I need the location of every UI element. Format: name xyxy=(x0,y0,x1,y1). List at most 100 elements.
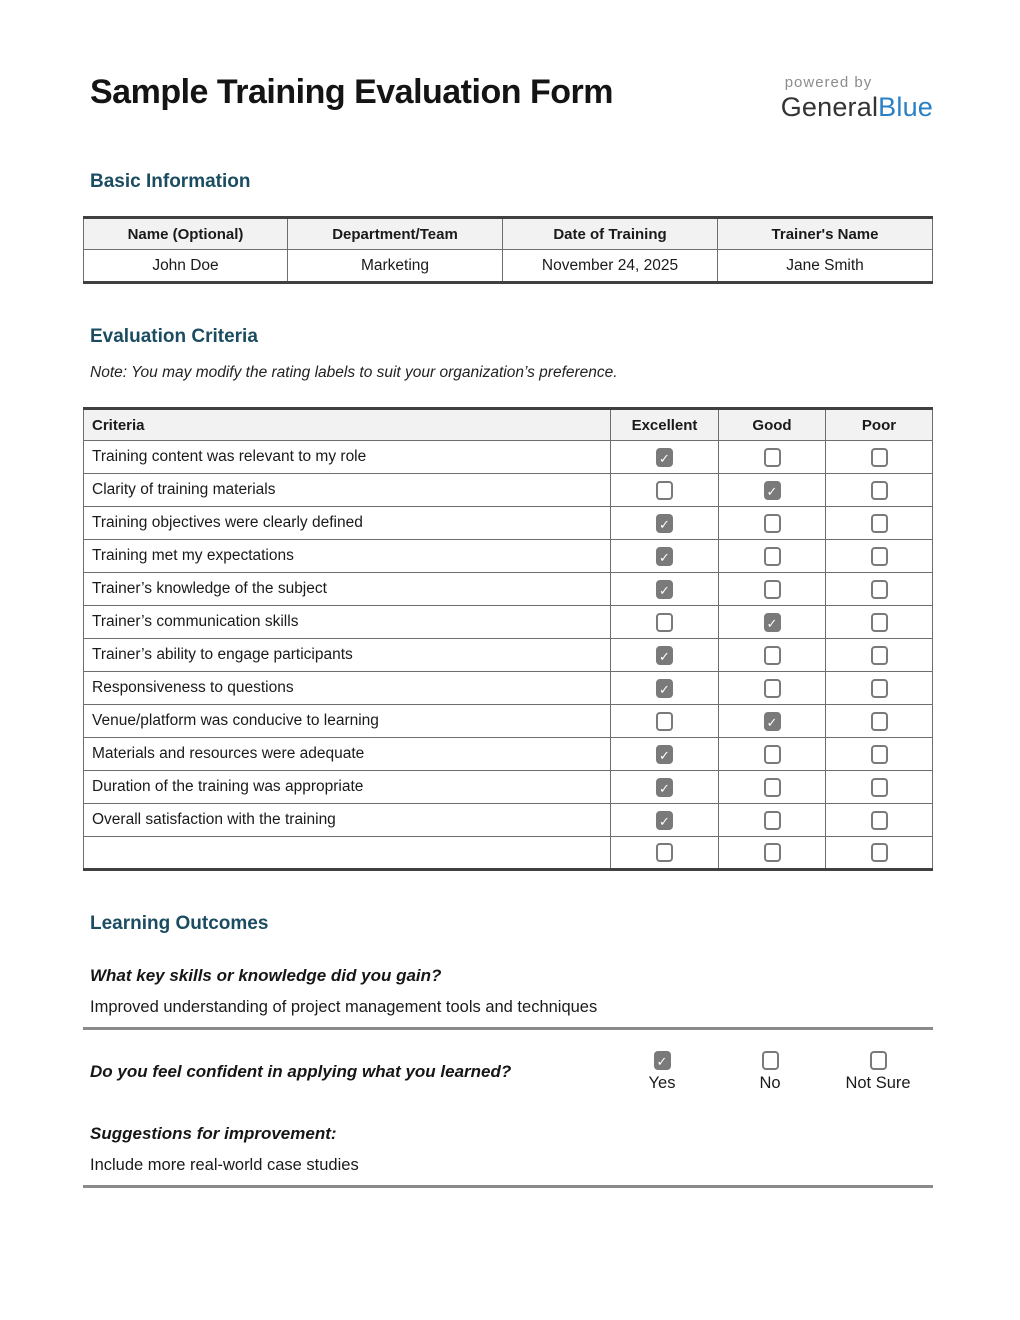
checkbox-good[interactable] xyxy=(763,546,781,566)
rating-cell-excellent: ✓ xyxy=(610,572,719,606)
rating-cell-poor xyxy=(825,803,933,837)
rating-cell-poor xyxy=(825,704,933,738)
checkbox-excellent[interactable] xyxy=(656,480,673,500)
rating-cell-excellent: ✓ xyxy=(610,638,719,672)
table-row: Training objectives were clearly defined… xyxy=(83,506,933,540)
brand-blue-text: Blue xyxy=(878,92,933,122)
column-header-name: Name (Optional) xyxy=(83,217,288,250)
rating-cell-good xyxy=(718,770,826,804)
skills-gained-answer: Improved understanding of project manage… xyxy=(83,998,933,1030)
checkbox-good[interactable]: ✓ xyxy=(763,480,781,500)
checkbox-excellent[interactable] xyxy=(656,612,673,632)
checkbox-excellent[interactable] xyxy=(656,711,673,731)
criteria-label: Overall satisfaction with the training xyxy=(83,803,611,837)
checkbox-not-sure[interactable] xyxy=(869,1051,887,1070)
checkbox-poor[interactable] xyxy=(870,513,888,533)
checkbox-excellent[interactable]: ✓ xyxy=(656,744,673,764)
rating-cell-excellent: ✓ xyxy=(610,737,719,771)
checkbox-excellent[interactable]: ✓ xyxy=(656,810,673,830)
rating-cell-good: ✓ xyxy=(718,704,826,738)
column-header-criteria: Criteria xyxy=(83,408,611,441)
skills-gained-question: What key skills or knowledge did you gai… xyxy=(90,966,442,985)
criteria-label: Clarity of training materials xyxy=(83,473,611,507)
rating-note: Note: You may modify the rating labels t… xyxy=(90,364,618,381)
checkbox-poor[interactable] xyxy=(870,579,888,599)
rating-cell-poor xyxy=(825,605,933,639)
checkbox-poor[interactable] xyxy=(870,447,888,467)
checkbox-good[interactable]: ✓ xyxy=(763,612,781,632)
checkbox-excellent[interactable]: ✓ xyxy=(656,513,673,533)
checkbox-excellent[interactable]: ✓ xyxy=(656,546,673,566)
rating-cell-good xyxy=(718,737,826,771)
checkbox-poor[interactable] xyxy=(870,711,888,731)
option-label-not-sure: Not Sure xyxy=(845,1074,911,1092)
rating-cell-poor xyxy=(825,836,933,870)
checkbox-poor[interactable] xyxy=(870,744,888,764)
checkbox-good[interactable] xyxy=(763,810,781,830)
table-row: Trainer’s communication skills ✓ xyxy=(83,605,933,639)
rating-cell-good: ✓ xyxy=(718,605,826,639)
confidence-option-yes: ✓ Yes xyxy=(608,1051,716,1093)
checkbox-good[interactable] xyxy=(763,678,781,698)
checkbox-poor[interactable] xyxy=(870,843,888,862)
checkbox-excellent[interactable]: ✓ xyxy=(656,447,673,467)
document-header: Sample Training Evaluation Form powered … xyxy=(83,72,933,123)
checkbox-excellent[interactable]: ✓ xyxy=(656,579,673,599)
criteria-label: Training met my expectations xyxy=(83,539,611,573)
option-label-no: No xyxy=(759,1074,781,1092)
table-row: Venue/platform was conducive to learning… xyxy=(83,704,933,738)
checkbox-poor[interactable] xyxy=(870,612,888,632)
rating-cell-excellent xyxy=(610,704,719,738)
checkbox-no[interactable] xyxy=(761,1051,779,1070)
evaluation-criteria-heading: Evaluation Criteria xyxy=(90,326,258,347)
table-row: Clarity of training materials ✓ xyxy=(83,473,933,507)
table-row: Trainer’s knowledge of the subject ✓ xyxy=(83,572,933,606)
trainer-value: Jane Smith xyxy=(717,249,933,283)
checkbox-poor[interactable] xyxy=(870,777,888,797)
checkbox-good[interactable] xyxy=(763,777,781,797)
checkbox-good[interactable] xyxy=(763,645,781,665)
checkbox-good[interactable] xyxy=(763,843,781,862)
criteria-label: Duration of the training was appropriate xyxy=(83,770,611,804)
confidence-question: Do you feel confident in applying what y… xyxy=(90,1062,512,1081)
table-row: Responsiveness to questions ✓ xyxy=(83,671,933,705)
department-value: Marketing xyxy=(287,249,503,283)
table-header-row: Criteria Excellent Good Poor xyxy=(83,408,933,441)
confidence-option-not-sure: Not Sure xyxy=(824,1051,932,1093)
checkbox-good[interactable] xyxy=(763,579,781,599)
checkbox-excellent[interactable] xyxy=(656,843,673,862)
rating-cell-excellent: ✓ xyxy=(610,539,719,573)
checkbox-good[interactable] xyxy=(763,744,781,764)
checkbox-excellent[interactable]: ✓ xyxy=(656,678,673,698)
criteria-label: Trainer’s knowledge of the subject xyxy=(83,572,611,606)
criteria-label: Responsiveness to questions xyxy=(83,671,611,705)
rating-cell-excellent xyxy=(610,473,719,507)
rating-cell-excellent: ✓ xyxy=(610,506,719,540)
table-row: Trainer’s ability to engage participants… xyxy=(83,638,933,672)
checkbox-excellent[interactable]: ✓ xyxy=(656,645,673,665)
criteria-label: Materials and resources were adequate xyxy=(83,737,611,771)
rating-cell-good xyxy=(718,836,826,870)
rating-cell-excellent xyxy=(610,836,719,870)
checkbox-poor[interactable] xyxy=(870,810,888,830)
checkbox-good[interactable]: ✓ xyxy=(763,711,781,731)
rating-cell-excellent: ✓ xyxy=(610,440,719,474)
checkbox-poor[interactable] xyxy=(870,678,888,698)
checkbox-yes[interactable]: ✓ xyxy=(653,1051,671,1070)
checkbox-poor[interactable] xyxy=(870,546,888,566)
checkbox-excellent[interactable]: ✓ xyxy=(656,777,673,797)
confidence-options: ✓ Yes No Not Sure xyxy=(608,1051,933,1093)
table-row xyxy=(83,836,933,870)
rating-cell-poor xyxy=(825,638,933,672)
rating-cell-poor xyxy=(825,671,933,705)
criteria-label: Trainer’s communication skills xyxy=(83,605,611,639)
table-header-row: Name (Optional) Department/Team Date of … xyxy=(83,217,933,250)
checkbox-good[interactable] xyxy=(763,447,781,467)
column-header-department: Department/Team xyxy=(287,217,503,250)
checkbox-good[interactable] xyxy=(763,513,781,533)
checkbox-poor[interactable] xyxy=(870,480,888,500)
checkbox-poor[interactable] xyxy=(870,645,888,665)
criteria-label xyxy=(83,836,611,870)
brand-wordmark: GeneralBlue xyxy=(781,92,933,123)
